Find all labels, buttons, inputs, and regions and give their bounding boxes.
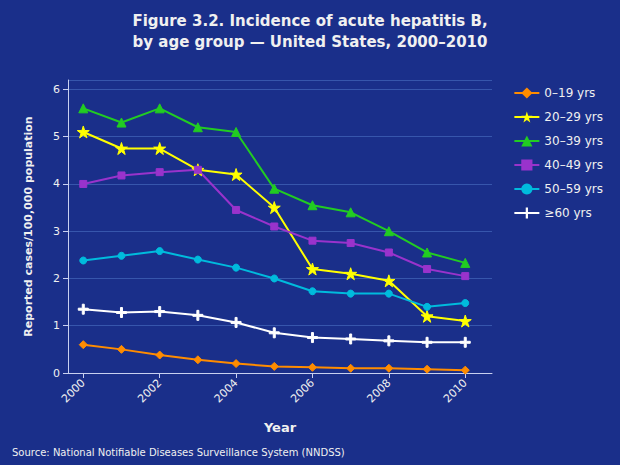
svg-text:20–29 yrs: 20–29 yrs [544, 110, 603, 124]
svg-text:Source: National Notifiable Di: Source: National Notifiable Diseases Sur… [12, 447, 345, 458]
svg-text:4: 4 [53, 177, 60, 190]
svg-text:5: 5 [53, 130, 60, 143]
svg-text:≥60 yrs: ≥60 yrs [544, 206, 591, 220]
svg-text:2010: 2010 [441, 376, 470, 405]
svg-text:40–49 yrs: 40–49 yrs [544, 158, 603, 172]
svg-text:30–39 yrs: 30–39 yrs [544, 134, 603, 148]
svg-text:Figure 3.2. Incidence of acute: Figure 3.2. Incidence of acute hepatitis… [132, 12, 487, 30]
svg-text:Year: Year [263, 420, 297, 435]
svg-text:2002: 2002 [135, 376, 164, 405]
svg-text:Reported cases/100,000 populat: Reported cases/100,000 population [22, 116, 35, 336]
svg-text:0–19 yrs: 0–19 yrs [544, 86, 595, 100]
svg-text:by age group — United States,: by age group — United States, 2000–2010 [133, 33, 488, 51]
svg-text:50–59 yrs: 50–59 yrs [544, 182, 603, 196]
svg-text:2006: 2006 [288, 376, 317, 405]
svg-text:2: 2 [53, 272, 60, 285]
svg-text:1: 1 [53, 319, 60, 332]
svg-text:0: 0 [53, 367, 60, 380]
svg-text:2004: 2004 [212, 376, 241, 405]
svg-text:2008: 2008 [364, 376, 393, 405]
svg-text:6: 6 [53, 83, 60, 96]
svg-text:3: 3 [53, 225, 60, 238]
svg-text:2000: 2000 [59, 376, 88, 405]
